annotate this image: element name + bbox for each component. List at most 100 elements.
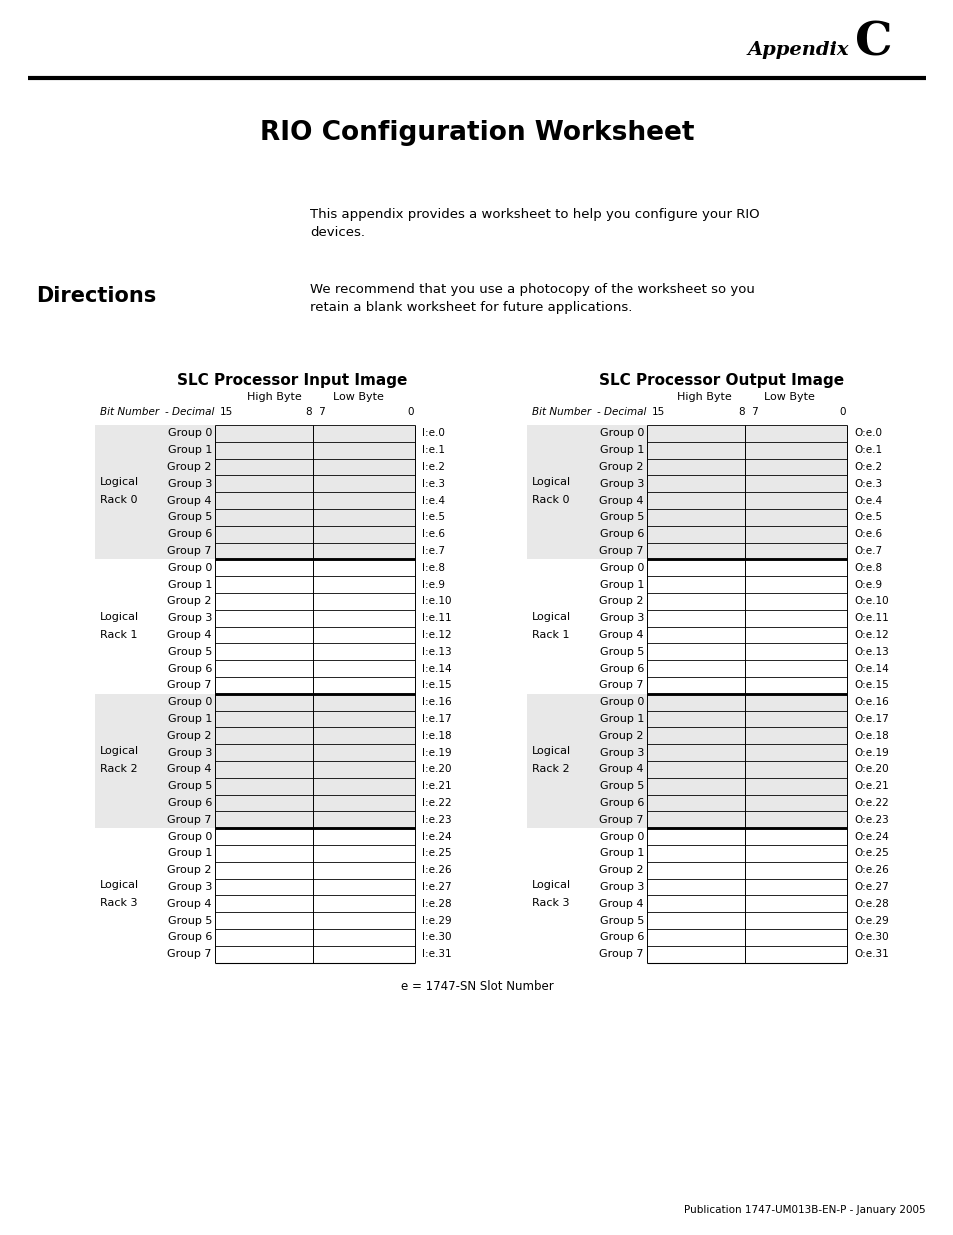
Text: High Byte: High Byte	[676, 391, 731, 403]
Text: Rack 1: Rack 1	[532, 630, 569, 640]
Text: Group 3: Group 3	[168, 479, 212, 489]
Text: I:e.9: I:e.9	[421, 579, 444, 589]
Text: Logical: Logical	[100, 746, 139, 756]
Text: O:e.25: O:e.25	[853, 848, 888, 858]
Text: Rack 3: Rack 3	[532, 898, 569, 909]
Text: Directions: Directions	[36, 287, 156, 306]
Text: Rack 0: Rack 0	[100, 495, 137, 505]
Text: I:e.26: I:e.26	[421, 866, 451, 876]
Text: Group 7: Group 7	[168, 815, 212, 825]
Text: Group 2: Group 2	[168, 866, 212, 876]
Text: I:e.22: I:e.22	[421, 798, 451, 808]
Text: I:e.2: I:e.2	[421, 462, 444, 472]
Text: Publication 1747-UM013B-EN-P - January 2005: Publication 1747-UM013B-EN-P - January 2…	[683, 1205, 925, 1215]
Text: Group 3: Group 3	[599, 747, 643, 757]
Text: I:e.3: I:e.3	[421, 479, 444, 489]
Text: I:e.28: I:e.28	[421, 899, 451, 909]
Text: O:e.31: O:e.31	[853, 950, 888, 960]
Text: I:e.7: I:e.7	[421, 546, 444, 556]
Text: Logical: Logical	[532, 477, 571, 487]
Text: 8  7: 8 7	[739, 408, 758, 417]
Text: I:e.25: I:e.25	[421, 848, 451, 858]
Text: Group 6: Group 6	[599, 663, 643, 673]
Text: Group 6: Group 6	[599, 932, 643, 942]
Text: I:e.30: I:e.30	[421, 932, 451, 942]
Text: 15: 15	[651, 408, 664, 417]
Text: Group 4: Group 4	[598, 495, 643, 505]
Text: Group 4: Group 4	[598, 899, 643, 909]
Text: Group 3: Group 3	[599, 614, 643, 624]
Text: Group 1: Group 1	[168, 714, 212, 724]
Text: Bit Number: Bit Number	[100, 408, 159, 417]
Text: Group 2: Group 2	[598, 597, 643, 606]
Text: O:e.2: O:e.2	[853, 462, 882, 472]
Text: Rack 2: Rack 2	[100, 764, 137, 774]
Text: Group 1: Group 1	[168, 445, 212, 456]
Text: O:e.28: O:e.28	[853, 899, 888, 909]
Text: O:e.11: O:e.11	[853, 614, 888, 624]
Text: - Decimal: - Decimal	[165, 408, 214, 417]
Text: - Decimal: - Decimal	[597, 408, 646, 417]
Text: Group 3: Group 3	[168, 882, 212, 892]
Text: I:e.12: I:e.12	[421, 630, 451, 640]
Text: Group 0: Group 0	[599, 698, 643, 708]
Text: Group 0: Group 0	[168, 429, 212, 438]
Bar	[526, 694, 847, 829]
Text: O:e.20: O:e.20	[853, 764, 887, 774]
Text: O:e.8: O:e.8	[853, 563, 882, 573]
Text: O:e.24: O:e.24	[853, 831, 888, 841]
Text: SLC Processor Output Image: SLC Processor Output Image	[598, 373, 843, 388]
Text: O:e.13: O:e.13	[853, 647, 888, 657]
Text: Group 5: Group 5	[168, 647, 212, 657]
Text: Low Byte: Low Byte	[762, 391, 814, 403]
Text: We recommend that you use a photocopy of the worksheet so you
retain a blank wor: We recommend that you use a photocopy of…	[310, 283, 754, 314]
Text: I:e.16: I:e.16	[421, 698, 451, 708]
Text: Logical: Logical	[100, 477, 139, 487]
Text: Group 2: Group 2	[168, 462, 212, 472]
Text: Logical: Logical	[100, 611, 139, 621]
Text: This appendix provides a worksheet to help you configure your RIO
devices.: This appendix provides a worksheet to he…	[310, 207, 759, 240]
Text: Group 3: Group 3	[599, 479, 643, 489]
Text: O:e.21: O:e.21	[853, 782, 888, 792]
Text: I:e.6: I:e.6	[421, 530, 444, 540]
Text: I:e.19: I:e.19	[421, 747, 451, 757]
Text: I:e.14: I:e.14	[421, 663, 451, 673]
Text: Group 1: Group 1	[599, 445, 643, 456]
Text: Group 1: Group 1	[168, 579, 212, 589]
Text: O:e.23: O:e.23	[853, 815, 888, 825]
Text: Group 6: Group 6	[599, 798, 643, 808]
Text: I:e.29: I:e.29	[421, 915, 451, 925]
Text: O:e.27: O:e.27	[853, 882, 888, 892]
Text: Group 7: Group 7	[598, 815, 643, 825]
Text: O:e.0: O:e.0	[853, 429, 882, 438]
Text: O:e.12: O:e.12	[853, 630, 888, 640]
Text: I:e.27: I:e.27	[421, 882, 451, 892]
Text: Group 2: Group 2	[598, 731, 643, 741]
Text: O:e.15: O:e.15	[853, 680, 888, 690]
Text: O:e.26: O:e.26	[853, 866, 888, 876]
Text: RIO Configuration Worksheet: RIO Configuration Worksheet	[259, 120, 694, 146]
Text: Rack 0: Rack 0	[532, 495, 569, 505]
Text: Group 4: Group 4	[168, 764, 212, 774]
Text: I:e.21: I:e.21	[421, 782, 451, 792]
Text: High Byte: High Byte	[247, 391, 301, 403]
Text: Group 5: Group 5	[599, 513, 643, 522]
Text: SLC Processor Input Image: SLC Processor Input Image	[176, 373, 407, 388]
Text: O:e.14: O:e.14	[853, 663, 888, 673]
Text: O:e.9: O:e.9	[853, 579, 882, 589]
Text: 8  7: 8 7	[306, 408, 325, 417]
Text: Group 4: Group 4	[168, 899, 212, 909]
Text: O:e.1: O:e.1	[853, 445, 882, 456]
Text: I:e.20: I:e.20	[421, 764, 451, 774]
Text: Group 5: Group 5	[599, 647, 643, 657]
Text: Group 2: Group 2	[168, 597, 212, 606]
Text: Group 7: Group 7	[168, 680, 212, 690]
Text: I:e.4: I:e.4	[421, 495, 444, 505]
Text: Group 4: Group 4	[598, 630, 643, 640]
Text: Group 4: Group 4	[168, 630, 212, 640]
Text: I:e.17: I:e.17	[421, 714, 451, 724]
Text: Group 3: Group 3	[599, 882, 643, 892]
Text: Group 2: Group 2	[168, 731, 212, 741]
Text: Group 7: Group 7	[598, 950, 643, 960]
Text: Group 0: Group 0	[168, 698, 212, 708]
